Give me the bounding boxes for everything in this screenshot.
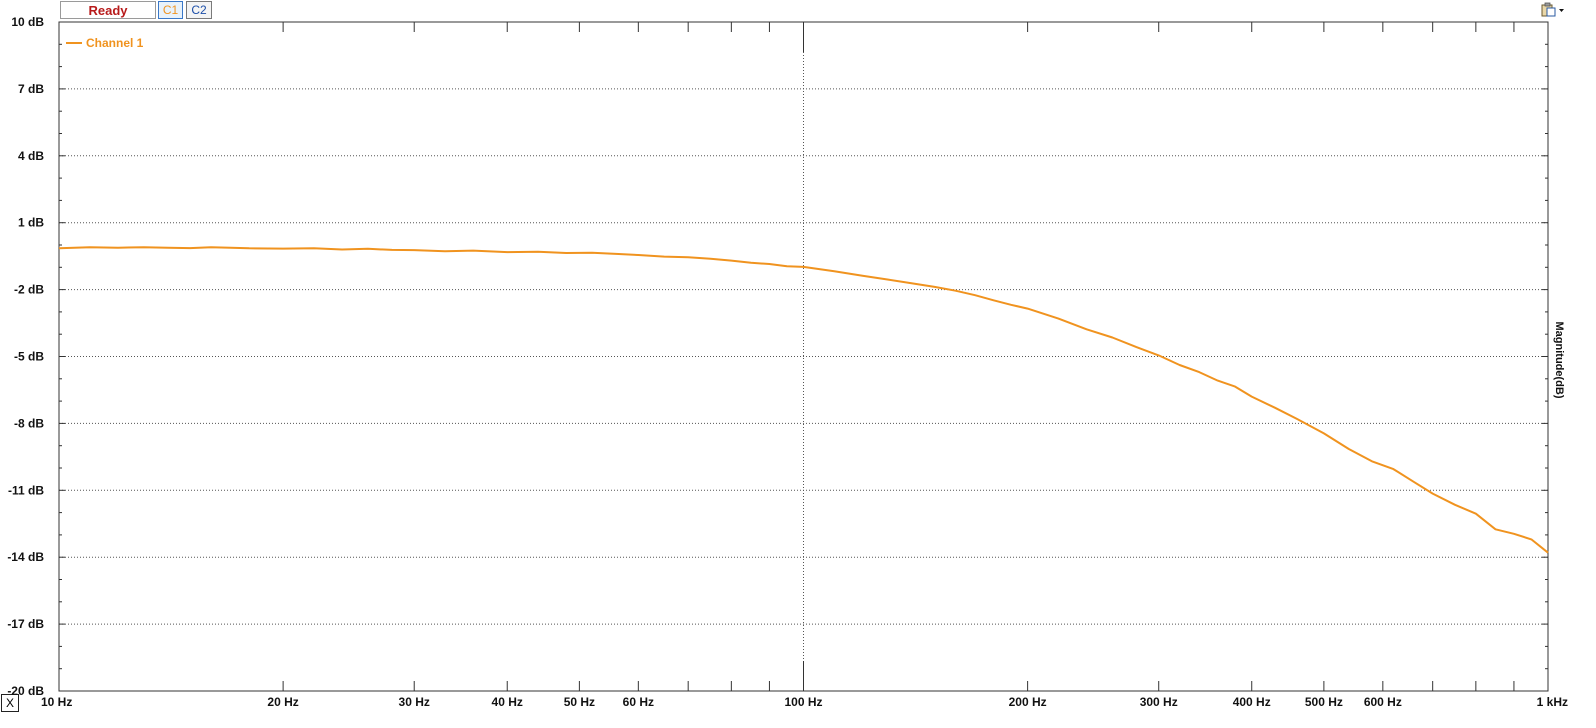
channel-1-toggle[interactable]: C1 — [158, 1, 183, 19]
x-tick-label: 50 Hz — [564, 695, 595, 709]
x-tick-label: 500 Hz — [1305, 695, 1343, 709]
x-tick-label: 40 Hz — [492, 695, 523, 709]
legend-label-channel-1: Channel 1 — [86, 36, 144, 50]
x-tick-label: 400 Hz — [1233, 695, 1271, 709]
legend: Channel 1 — [66, 36, 144, 50]
options-menu-button[interactable] — [1540, 2, 1566, 18]
clipboard-menu-icon — [1541, 2, 1564, 17]
label-layer: 10 dB 7 dB 4 dB 1 dB -2 dB -5 dB -8 dB -11 dB -1… — [7, 15, 1568, 709]
y-tick-label: -20 dB — [7, 684, 44, 698]
series-layer — [58, 246, 1549, 554]
x-tick-label: 10 Hz — [41, 695, 72, 709]
x-tick-label: 600 Hz — [1364, 695, 1402, 709]
y-tick-label: 4 dB — [18, 149, 44, 163]
x-tick-label: 300 Hz — [1140, 695, 1178, 709]
x-tick-label: 60 Hz — [623, 695, 654, 709]
axis-layer — [58, 21, 1549, 692]
x-tick-label: 200 Hz — [1009, 695, 1047, 709]
status-ready-button[interactable]: Ready — [60, 1, 156, 19]
y-tick-label: -8 dB — [14, 416, 44, 430]
y-axis-title: Magnitude(dB) — [1553, 322, 1565, 399]
y-tick-label: 7 dB — [18, 82, 44, 96]
series-line-channel-1 — [58, 246, 1549, 554]
x-tick-label: 100 Hz — [784, 695, 822, 709]
x-tick-label: 1 kHz — [1537, 695, 1568, 709]
grid-layer — [59, 22, 1548, 691]
close-button[interactable]: X — [1, 694, 19, 712]
x-tick-label: 30 Hz — [399, 695, 430, 709]
x-tick-label: 20 Hz — [267, 695, 298, 709]
y-tick-label: -5 dB — [14, 350, 44, 364]
y-tick-label: -11 dB — [8, 483, 44, 497]
y-tick-label: -14 dB — [7, 550, 44, 564]
y-tick-label: 1 dB — [18, 216, 44, 230]
channel-2-toggle[interactable]: C2 — [186, 1, 212, 19]
y-tick-label: -2 dB — [14, 283, 44, 297]
y-tick-label: -17 dB — [7, 617, 44, 631]
y-tick-label: 10 dB — [11, 15, 44, 29]
